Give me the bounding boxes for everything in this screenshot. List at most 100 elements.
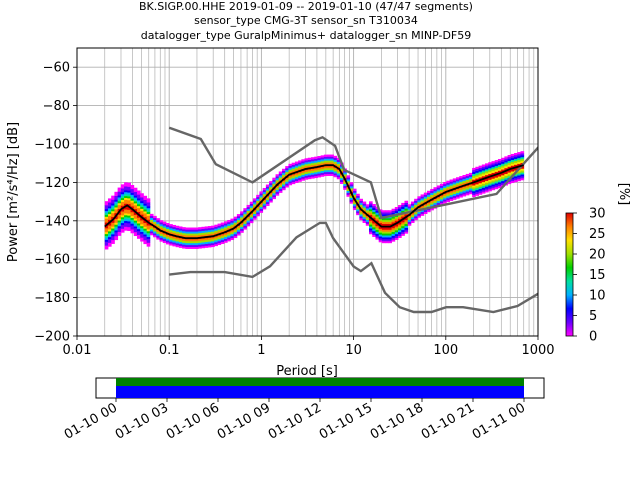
heatmap-cell: [349, 201, 354, 204]
heatmap-cell: [143, 216, 148, 220]
heatmap-cell: [417, 196, 421, 199]
heatmap-cell: [391, 231, 396, 234]
heatmap-cell: [504, 158, 509, 161]
heatmap-cell: [201, 238, 206, 241]
heatmap-cell: [107, 232, 112, 236]
heatmap-cell: [211, 231, 215, 234]
heatmap-cell: [475, 166, 479, 170]
heatmap-cell: [414, 200, 418, 203]
heatmap-cell: [307, 169, 312, 172]
heatmap-cell: [178, 228, 183, 231]
heatmap-cell: [114, 220, 119, 223]
heatmap-cell: [278, 186, 283, 190]
heatmap-cell: [465, 187, 470, 190]
heatmap-cell: [330, 156, 334, 159]
heatmap-cell: [288, 165, 293, 168]
heatmap-cell: [365, 206, 370, 209]
heatmap-cell: [510, 163, 515, 166]
heatmap-cell: [217, 227, 222, 230]
heatmap-cell: [430, 202, 434, 205]
heatmap-cell: [288, 167, 293, 170]
heatmap-cell: [253, 200, 257, 203]
heatmap-cell: [243, 213, 247, 217]
heatmap-cell: [436, 198, 441, 202]
heatmap-cell: [497, 158, 502, 162]
heatmap-cell: [475, 168, 479, 171]
heatmap-cell: [124, 207, 128, 210]
median-psd: [104, 164, 524, 240]
heatmap-cell: [233, 231, 238, 235]
heatmap-cell: [275, 193, 280, 196]
heatmap-cell: [169, 243, 173, 246]
heatmap-cell: [172, 238, 177, 241]
heatmap-cell: [520, 155, 525, 158]
heatmap-cell: [349, 188, 354, 191]
heatmap-cell: [140, 220, 144, 223]
heatmap-cell: [433, 202, 438, 205]
heatmap-cell: [272, 194, 276, 198]
heatmap-cell: [365, 208, 370, 211]
heatmap-cell: [475, 191, 479, 194]
heatmap-cell: [214, 230, 218, 233]
heatmap-cell: [430, 194, 434, 197]
heatmap-cell: [478, 177, 483, 180]
heatmap-cell: [349, 184, 354, 187]
heatmap-cell: [436, 185, 441, 188]
heatmap-cell: [414, 217, 418, 221]
heatmap-cell: [140, 202, 144, 206]
heatmap-cell: [127, 224, 131, 228]
heatmap-cell: [162, 225, 167, 228]
heatmap-cell: [201, 245, 206, 249]
heatmap-cell: [285, 185, 289, 188]
heatmap-cell: [436, 191, 441, 194]
heatmap-cell: [104, 216, 109, 219]
heatmap-cell: [378, 236, 383, 239]
heatmap-cell: [111, 203, 115, 206]
heatmap-cell: [468, 174, 473, 177]
heatmap-cell: [256, 212, 260, 215]
heatmap-cell: [188, 242, 193, 246]
heatmap-cell: [124, 197, 128, 200]
heatmap-cell: [130, 211, 135, 215]
heatmap-cell: [214, 238, 218, 241]
heatmap-cell: [410, 216, 415, 220]
heatmap-cell: [272, 183, 276, 186]
heatmap-cell: [311, 174, 315, 177]
heatmap-cell: [194, 240, 199, 244]
heatmap-cell: [124, 201, 128, 204]
heatmap-cell: [220, 241, 225, 244]
heatmap-cell: [494, 185, 499, 188]
heatmap-cell: [178, 245, 183, 248]
heatmap-cell: [140, 199, 144, 202]
heatmap-cell: [230, 233, 235, 237]
heatmap-cell: [217, 231, 222, 234]
heatmap-cell: [149, 225, 154, 228]
heatmap-cell: [414, 204, 418, 207]
heatmap-cell: [262, 201, 267, 204]
heatmap-cell: [314, 170, 318, 173]
heatmap-cell: [497, 170, 502, 173]
heatmap-cell: [478, 165, 483, 168]
heatmap-cell: [481, 181, 486, 184]
heatmap-cell: [439, 183, 444, 186]
heatmap-cell: [188, 240, 193, 244]
heatmap-cell: [230, 237, 235, 241]
heatmap-cell: [481, 191, 486, 194]
heatmap-cell: [117, 218, 122, 221]
heatmap-cell: [488, 173, 492, 176]
heatmap-cell: [146, 213, 151, 216]
heatmap-cell: [124, 195, 128, 199]
heatmap-cell: [336, 177, 341, 180]
heatmap-cell: [446, 180, 450, 183]
heatmap-cell: [349, 195, 354, 198]
heatmap-cell: [520, 151, 525, 154]
heatmap-cell: [330, 168, 334, 171]
heatmap-cell: [298, 173, 302, 177]
heatmap-cell: [398, 229, 402, 233]
heatmap-cell: [501, 161, 505, 164]
heatmap-cell: [304, 165, 309, 169]
heatmap-cell: [217, 225, 222, 228]
heatmap-cell: [327, 160, 331, 163]
heatmap-cell: [204, 230, 209, 233]
